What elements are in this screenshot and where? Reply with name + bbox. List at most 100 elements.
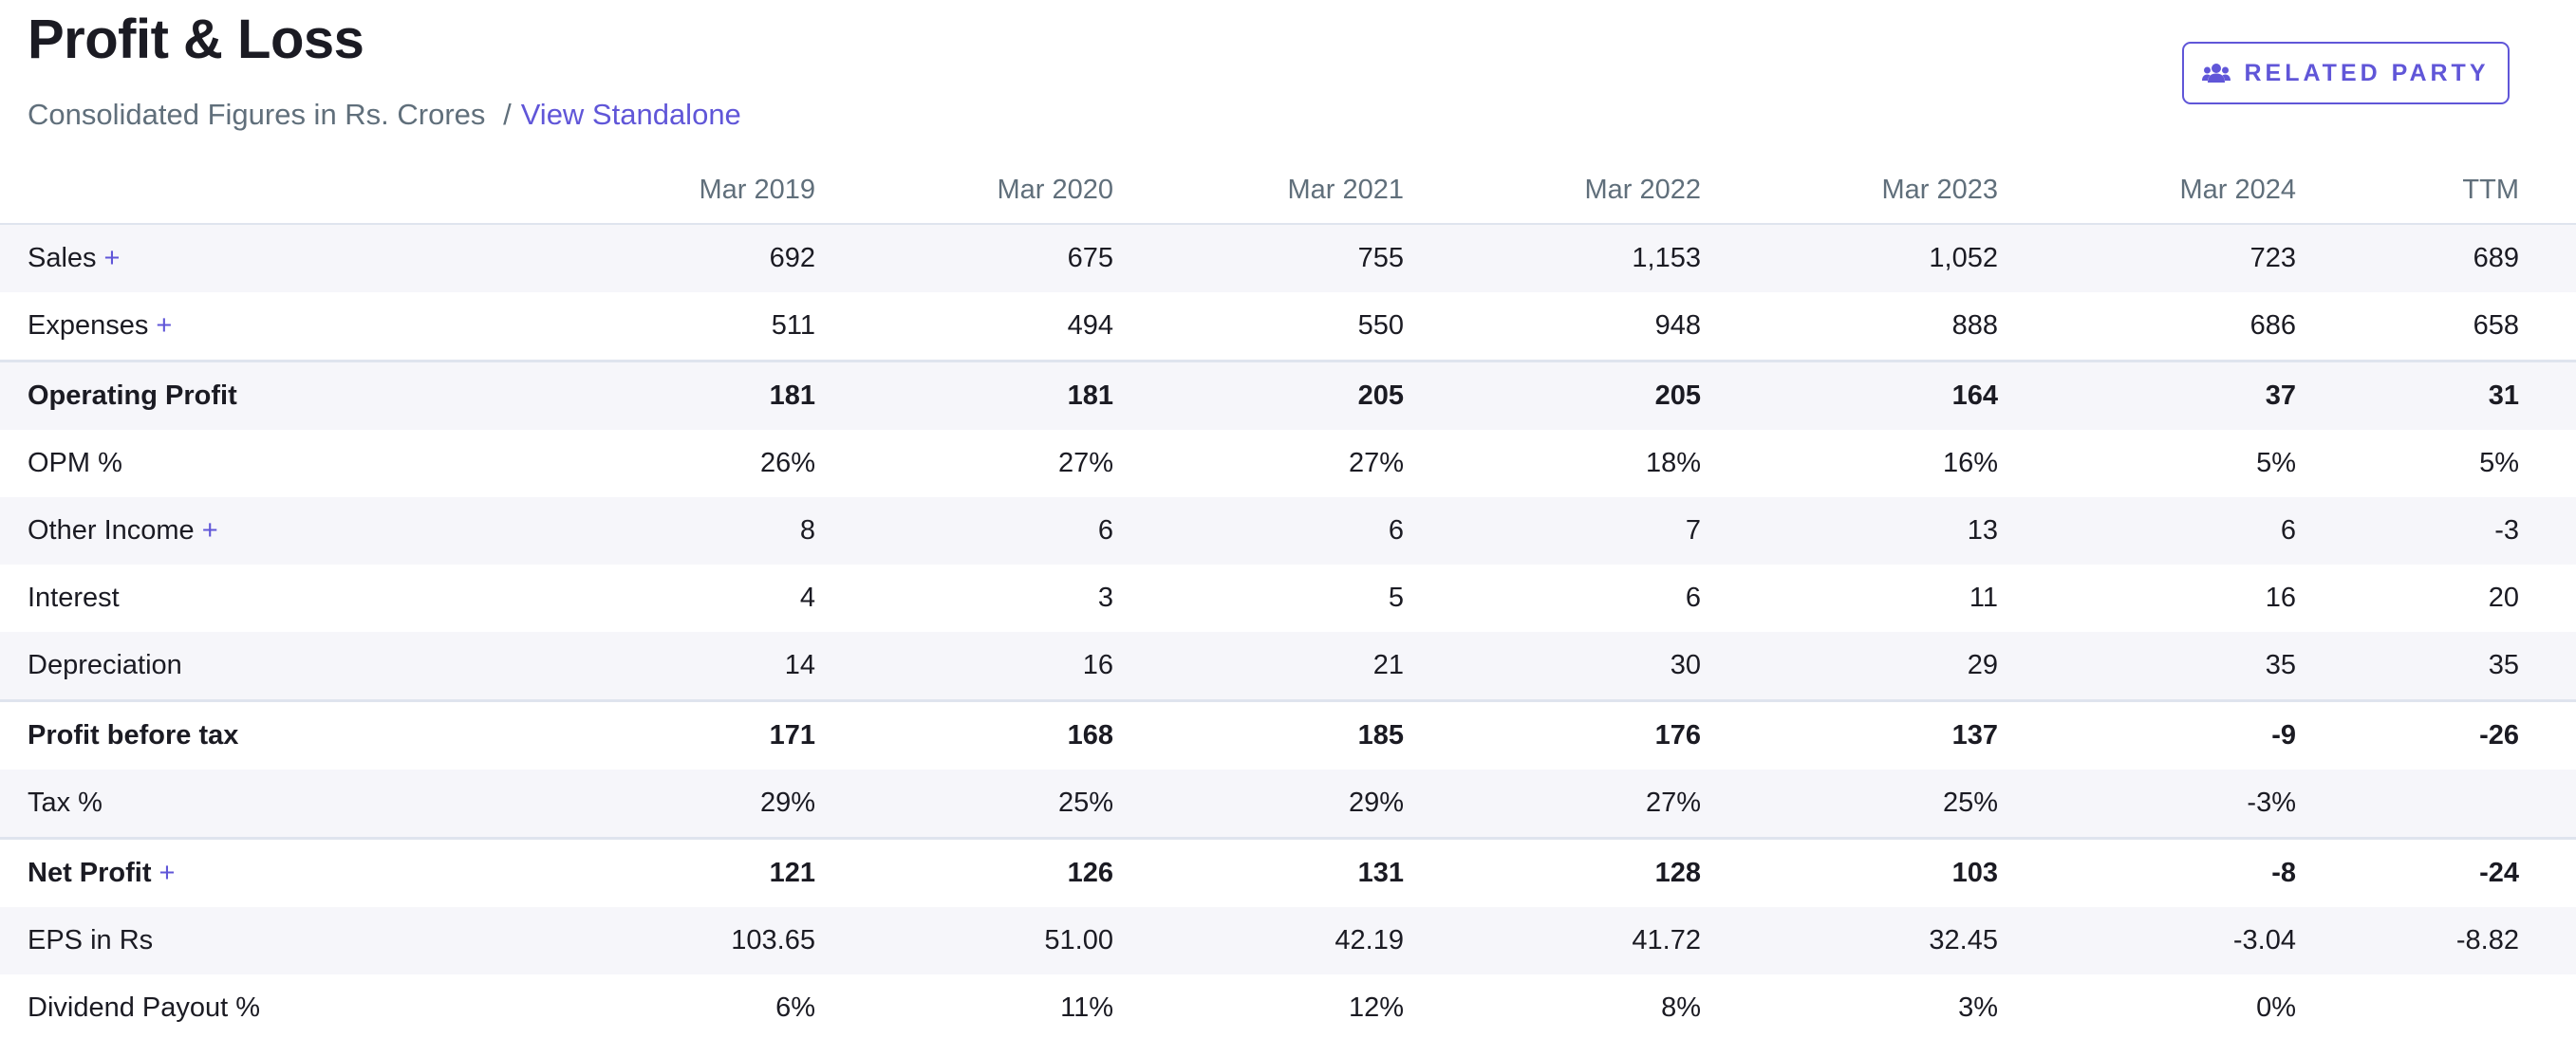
table-row: EPS in Rs 103.65 51.00 42.19 41.72 32.45 -3.04… [0,907,2576,974]
value-cell: 11 [1969,583,1998,613]
value-cell: 16 [2265,583,2296,613]
value-cell: 27% [1348,448,1404,478]
row-label: OPM % [28,448,122,478]
value-cell: 20 [2488,583,2519,613]
value-cell: 121 [517,837,815,907]
section-header: Profit & Loss Consolidated Figures in Rs… [0,0,2576,152]
row-label-cell: Interest [0,565,517,632]
value-cell: 30 [1404,632,1701,701]
header-label-cell [0,157,517,225]
row-label: Depreciation [28,650,182,680]
value-cell: 126 [815,837,1113,907]
value-cell: 181 [517,360,815,430]
value-cell: 13 [1701,497,1998,565]
value-cell: 18% [1645,448,1701,478]
table-row: OPM % 26% 27% 27% 18% 16% 5% 5% [0,430,2576,497]
column-header: Mar 2024 [1998,157,2296,225]
value-cell: 37 [1998,360,2296,430]
row-label: Dividend Payout % [28,992,261,1023]
value-cell: 205 [1404,360,1701,430]
column-header: TTM [2296,157,2576,225]
row-label: Sales [28,243,97,273]
value-cell [2296,974,2576,1042]
value-cell: -26 [2296,699,2576,770]
value-cell: 0% [2256,992,2296,1023]
value-cell: 11% [1060,992,1113,1023]
table-row: Net Profit +121 126 131 128 103 -8 -24 [0,837,2576,907]
row-label-cell[interactable]: Net Profit + [0,837,517,907]
value-cell: 6 [815,497,1113,565]
expand-plus-icon[interactable]: + [103,243,121,273]
value-cell: 26% [759,448,815,478]
expand-plus-icon[interactable]: + [159,858,176,888]
table-row: Expenses +511 494 550 948 888 686 658 [0,292,2576,362]
value-cell: 103 [1701,837,1998,907]
page-title: Profit & Loss [28,9,364,70]
view-standalone-link[interactable]: View Standalone [520,98,741,131]
value-cell: 35 [2296,632,2576,701]
value-cell: 8% [1661,992,1701,1023]
row-label: Expenses [28,310,149,341]
value-cell: 686 [2249,310,2296,341]
related-party-button[interactable]: RELATED PARTY [2182,42,2510,104]
value-cell: 6 [1113,497,1404,565]
row-label-cell: Profit before tax [0,699,517,770]
value-cell: 6 [1685,583,1701,613]
value-cell: 35 [1998,632,2296,701]
expand-plus-icon[interactable]: + [156,310,173,341]
value-cell: 550 [1357,310,1404,341]
row-label-cell: OPM % [0,430,517,497]
row-label-cell[interactable]: Other Income + [0,497,517,565]
table-body: Sales +692 675 755 1,153 1,052 723 689 Expenses +… [0,224,2576,1042]
value-cell: 5% [2256,448,2296,478]
value-cell: 171 [517,699,815,770]
value-cell: 181 [815,360,1113,430]
value-cell: 12% [1348,992,1404,1023]
row-label: Net Profit [28,858,152,888]
value-cell: 31 [2296,360,2576,430]
value-cell: 888 [1951,310,1998,341]
value-cell: -3.04 [1998,907,2296,974]
value-cell: 164 [1701,360,1998,430]
value-cell: 6 [1998,497,2296,565]
value-cell: 755 [1113,224,1404,292]
related-party-label: RELATED PARTY [2244,59,2490,86]
value-cell: 7 [1404,497,1701,565]
value-cell: 103.65 [517,907,815,974]
row-label-cell: Dividend Payout % [0,974,517,1042]
subtitle-separator: / [503,98,512,131]
value-cell: -9 [1998,699,2296,770]
value-cell: 185 [1113,699,1404,770]
value-cell: 168 [815,699,1113,770]
expand-plus-icon[interactable]: + [201,515,218,546]
column-header: Mar 2019 [517,157,815,225]
row-label: Profit before tax [28,720,239,751]
value-cell: 16 [815,632,1113,701]
column-header: Mar 2022 [1404,157,1701,225]
table-row: Sales +692 675 755 1,153 1,052 723 689 [0,224,2576,292]
value-cell: 128 [1404,837,1701,907]
value-cell: 131 [1113,837,1404,907]
value-cell: 5 [1388,583,1404,613]
value-cell: 29 [1701,632,1998,701]
row-label-cell[interactable]: Sales + [0,224,517,292]
table-header-row: Mar 2019 Mar 2020 Mar 2021 Mar 2022 Mar … [0,157,2576,225]
row-label-cell: EPS in Rs [0,907,517,974]
row-label: Tax % [28,788,103,818]
users-icon [2202,62,2231,84]
subtitle: Consolidated Figures in Rs. Crores / View… [28,95,741,135]
value-cell: 29% [1113,770,1404,839]
row-label-cell: Depreciation [0,632,517,701]
value-cell: 692 [517,224,815,292]
row-label-cell[interactable]: Expenses + [0,292,517,362]
value-cell: 51.00 [815,907,1113,974]
value-cell: 21 [1113,632,1404,701]
value-cell: 14 [517,632,815,701]
value-cell: -8.82 [2296,907,2576,974]
subtitle-text: Consolidated Figures in Rs. Crores [28,98,486,131]
table-row: Tax % 29% 25% 29% 27% 25% -3% [0,770,2576,839]
value-cell: 689 [2296,224,2576,292]
value-cell: 3 [1097,583,1113,613]
row-label: Interest [28,583,120,613]
row-label: Operating Profit [28,380,237,411]
